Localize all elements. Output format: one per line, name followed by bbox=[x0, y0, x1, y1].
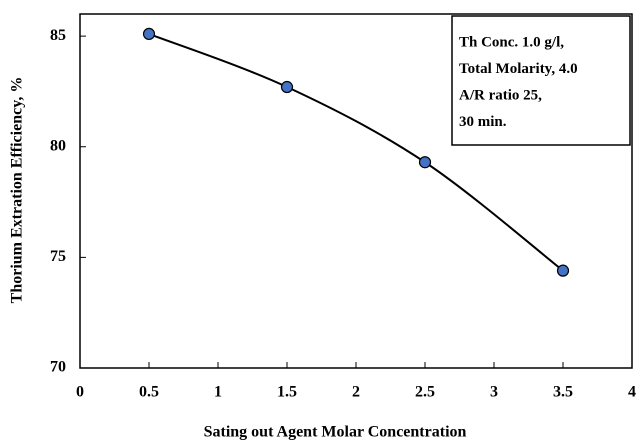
y-tick-label: 80 bbox=[50, 137, 66, 154]
y-tick-label: 85 bbox=[50, 27, 66, 44]
y-tick-label: 75 bbox=[50, 248, 66, 265]
y-axis-title: Thorium Extration Efficiency, % bbox=[9, 77, 26, 304]
x-tick-label: 0 bbox=[76, 384, 84, 401]
x-tick-label: 4 bbox=[628, 384, 636, 401]
y-tick-label: 70 bbox=[50, 359, 66, 376]
marker bbox=[556, 264, 570, 277]
x-tick-label: 2 bbox=[352, 384, 360, 401]
x-tick-label: 1 bbox=[214, 384, 222, 401]
x-tick-label: 3.5 bbox=[553, 384, 573, 401]
annotation-line: Th Conc. 1.0 g/l, bbox=[459, 34, 564, 50]
x-tick-label: 3 bbox=[490, 384, 498, 401]
annotation-line: 30 min. bbox=[459, 114, 507, 130]
annotation-box bbox=[451, 15, 631, 146]
marker bbox=[280, 80, 294, 94]
marker bbox=[142, 27, 156, 41]
x-tick-label: 0.5 bbox=[139, 384, 159, 401]
x-tick-label: 2.5 bbox=[415, 384, 435, 401]
annotation-line: A/R ratio 25, bbox=[459, 87, 542, 103]
marker bbox=[418, 156, 432, 169]
line bbox=[148, 32, 564, 272]
annotation-line: Total Molarity, 4.0 bbox=[459, 61, 578, 77]
x-axis-title: Sating out Agent Molar Concentration bbox=[204, 424, 467, 441]
x-tick-label: 1.5 bbox=[277, 384, 297, 401]
